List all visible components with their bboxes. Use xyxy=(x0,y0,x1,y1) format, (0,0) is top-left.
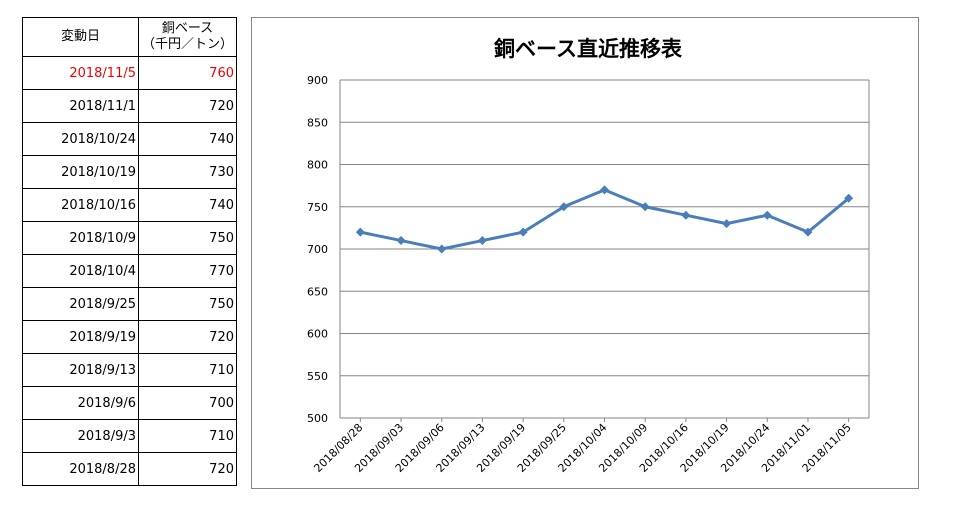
row-price: 740 xyxy=(138,188,237,222)
data-point xyxy=(396,236,406,246)
row-date: 2018/9/3 xyxy=(22,419,139,453)
chart-area: 銅ベース直近推移表 500 550 600 650 700 750 800 850 900 20… xyxy=(251,17,919,489)
row-date: 2018/8/28 xyxy=(22,452,139,486)
y-tick-label: 650 xyxy=(307,285,328,298)
table-row: 2018/10/9 750 xyxy=(22,221,237,255)
row-price: 710 xyxy=(138,353,237,387)
table-row: 2018/10/16 740 xyxy=(22,188,237,222)
header-price-line1: 銅ベース xyxy=(161,21,214,36)
data-point xyxy=(803,227,813,237)
row-price: 750 xyxy=(138,221,237,255)
data-point xyxy=(640,202,650,212)
table-row: 2018/10/24 740 xyxy=(22,122,237,156)
row-price: 710 xyxy=(138,419,237,453)
row-price: 720 xyxy=(138,89,237,123)
row-date: 2018/9/25 xyxy=(22,287,139,321)
y-tick-label: 800 xyxy=(307,159,328,172)
table-row: 2018/10/19 730 xyxy=(22,155,237,189)
header-price-line2: （千円／トン） xyxy=(141,37,233,52)
y-tick-label: 750 xyxy=(307,201,328,214)
data-point xyxy=(518,227,528,237)
row-price: 700 xyxy=(138,386,237,420)
row-date: 2018/9/6 xyxy=(22,386,139,420)
table-row: 2018/11/5 760 xyxy=(22,56,237,90)
data-point xyxy=(722,219,732,229)
row-price: 720 xyxy=(138,320,237,354)
table-row: 2018/9/13 710 xyxy=(22,353,237,387)
row-price: 750 xyxy=(138,287,237,321)
row-date: 2018/9/19 xyxy=(22,320,139,354)
table-row: 2018/10/4 770 xyxy=(22,254,237,288)
y-tick-label: 600 xyxy=(307,328,328,341)
y-tick-label: 850 xyxy=(307,116,328,129)
y-tick-label: 700 xyxy=(307,243,328,256)
data-point xyxy=(437,244,447,254)
data-point xyxy=(559,202,569,212)
row-price: 720 xyxy=(138,452,237,486)
table-row: 2018/9/25 750 xyxy=(22,287,237,321)
row-date: 2018/10/9 xyxy=(22,221,139,255)
data-point xyxy=(600,185,609,195)
row-date: 2018/10/19 xyxy=(22,155,139,189)
y-tick-label: 500 xyxy=(307,412,328,425)
y-tick-label: 900 xyxy=(307,74,328,87)
row-price: 730 xyxy=(138,155,237,189)
row-price: 770 xyxy=(138,254,237,288)
table-row: 2018/9/6 700 xyxy=(22,386,237,420)
row-price: 760 xyxy=(138,56,237,90)
row-date: 2018/11/5 xyxy=(22,56,139,90)
y-tick-label: 550 xyxy=(307,370,328,383)
header-date: 変動日 xyxy=(22,17,139,57)
data-point xyxy=(844,193,854,203)
row-date: 2018/10/16 xyxy=(22,188,139,222)
row-price: 740 xyxy=(138,122,237,156)
row-date: 2018/10/24 xyxy=(22,122,139,156)
price-table: 変動日 銅ベース （千円／トン） 2018/11/5 760 2018/11/1 72… xyxy=(22,17,237,486)
header-price: 銅ベース （千円／トン） xyxy=(138,17,237,57)
table-row: 2018/11/1 720 xyxy=(22,89,237,123)
data-point xyxy=(762,210,772,220)
table-row: 2018/9/19 720 xyxy=(22,320,237,354)
row-date: 2018/9/13 xyxy=(22,353,139,387)
chart-title: 銅ベース直近推移表 xyxy=(494,37,683,61)
series-line xyxy=(360,188,850,251)
row-date: 2018/10/4 xyxy=(22,254,139,288)
row-date: 2018/11/1 xyxy=(22,89,139,123)
table-row: 2018/9/3 710 xyxy=(22,419,237,453)
data-point xyxy=(681,210,691,220)
table-header-row: 変動日 銅ベース （千円／トン） xyxy=(22,17,237,57)
table-row: 2018/8/28 720 xyxy=(22,452,237,486)
data-point xyxy=(355,227,365,237)
data-point xyxy=(477,236,487,246)
